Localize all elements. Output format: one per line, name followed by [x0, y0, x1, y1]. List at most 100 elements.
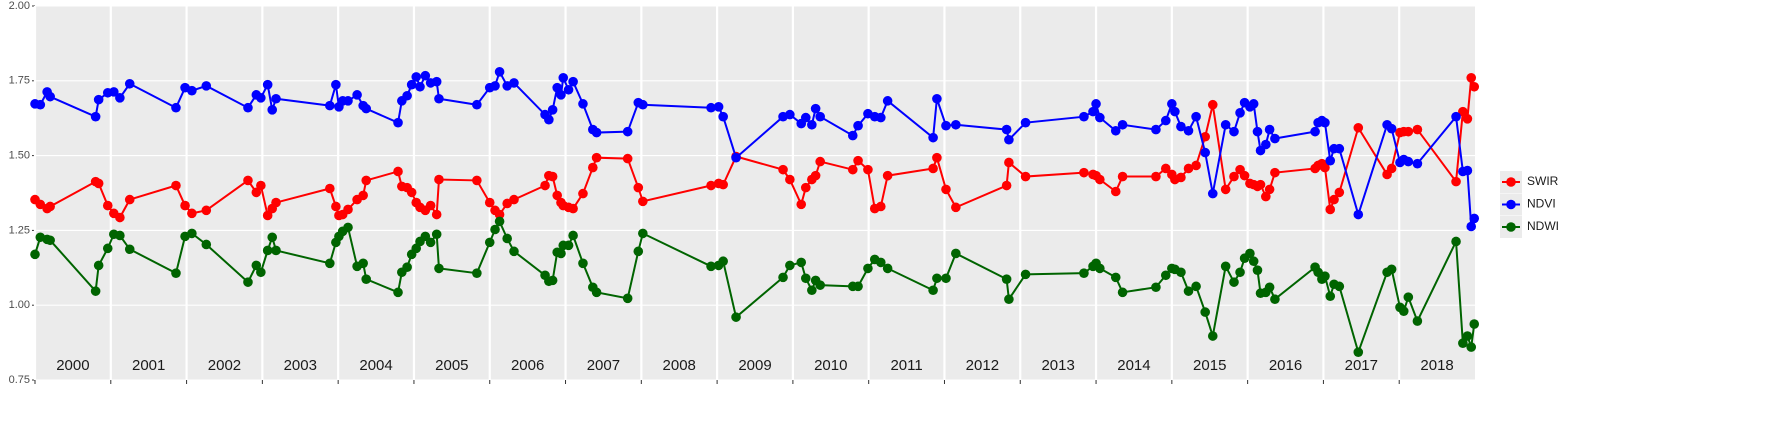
point	[262, 245, 273, 256]
point	[1466, 221, 1477, 232]
point	[361, 175, 372, 186]
point	[434, 263, 444, 274]
point	[1403, 126, 1414, 137]
point	[706, 102, 716, 113]
point	[1270, 133, 1280, 144]
point	[1001, 180, 1012, 191]
point	[201, 81, 212, 91]
point	[201, 239, 212, 250]
point	[1469, 81, 1480, 92]
y-tick-label: 1.50	[9, 150, 30, 162]
point	[1353, 122, 1364, 133]
legend-dot	[1506, 177, 1516, 187]
point	[1469, 213, 1480, 224]
point	[1255, 179, 1266, 190]
point	[951, 119, 961, 130]
year-label: 2002	[208, 357, 241, 374]
point	[941, 120, 951, 131]
point	[325, 258, 335, 269]
point	[1091, 99, 1101, 109]
point	[1207, 188, 1218, 199]
point	[35, 99, 46, 110]
point	[415, 81, 425, 92]
point	[1229, 277, 1239, 287]
point	[1001, 274, 1012, 284]
point	[102, 243, 113, 254]
point	[1334, 187, 1345, 198]
point	[718, 111, 728, 122]
point	[928, 132, 938, 143]
year-label: 2009	[738, 357, 771, 374]
point	[1320, 271, 1330, 281]
point	[171, 268, 181, 278]
point	[932, 152, 942, 163]
point	[556, 90, 566, 100]
point	[472, 99, 482, 110]
point	[1079, 167, 1089, 178]
point	[800, 273, 811, 284]
point	[1151, 282, 1161, 293]
year-label: 2001	[132, 357, 165, 374]
point	[93, 178, 104, 189]
year-label: 2014	[1117, 357, 1150, 374]
point	[558, 73, 569, 83]
point	[638, 228, 648, 239]
legend-dot	[1506, 222, 1516, 232]
y-tick-label: 1.25	[9, 224, 30, 236]
point	[431, 209, 442, 220]
point	[402, 262, 412, 273]
point	[591, 127, 602, 138]
point	[731, 152, 741, 163]
point	[800, 112, 811, 123]
point	[578, 188, 588, 199]
point	[591, 287, 602, 298]
point	[1451, 236, 1461, 247]
point	[30, 249, 40, 260]
point	[484, 197, 495, 208]
point	[124, 194, 135, 205]
point	[622, 126, 633, 137]
marks	[30, 67, 1480, 357]
point	[109, 87, 119, 97]
point	[1095, 263, 1105, 274]
point	[201, 205, 212, 216]
point	[785, 174, 795, 185]
point	[490, 81, 500, 91]
point	[785, 109, 795, 120]
point	[434, 174, 444, 185]
point	[472, 268, 482, 278]
point	[1386, 264, 1397, 275]
point	[171, 180, 181, 191]
point	[1229, 171, 1239, 182]
point	[1386, 123, 1397, 134]
point	[552, 82, 562, 93]
y-tick-label: 1.00	[9, 299, 30, 311]
point	[588, 162, 598, 173]
point	[502, 233, 512, 244]
point	[1466, 73, 1477, 83]
point	[785, 260, 795, 271]
point	[853, 155, 863, 166]
point	[1088, 106, 1098, 117]
y-tick-label: 1.75	[9, 75, 30, 87]
point	[490, 224, 500, 235]
point	[563, 240, 574, 251]
point	[267, 232, 278, 243]
point	[1229, 126, 1239, 137]
point	[343, 204, 353, 215]
point	[633, 246, 644, 257]
point	[863, 263, 873, 274]
point	[1458, 338, 1468, 348]
point	[932, 93, 942, 104]
point	[1451, 176, 1461, 187]
point	[547, 171, 558, 182]
point	[1004, 157, 1014, 168]
point	[1079, 268, 1089, 278]
point	[1325, 291, 1336, 302]
point	[815, 111, 825, 122]
year-label: 2006	[511, 357, 544, 374]
point	[1004, 294, 1014, 305]
point	[1117, 171, 1128, 182]
point	[352, 90, 362, 100]
